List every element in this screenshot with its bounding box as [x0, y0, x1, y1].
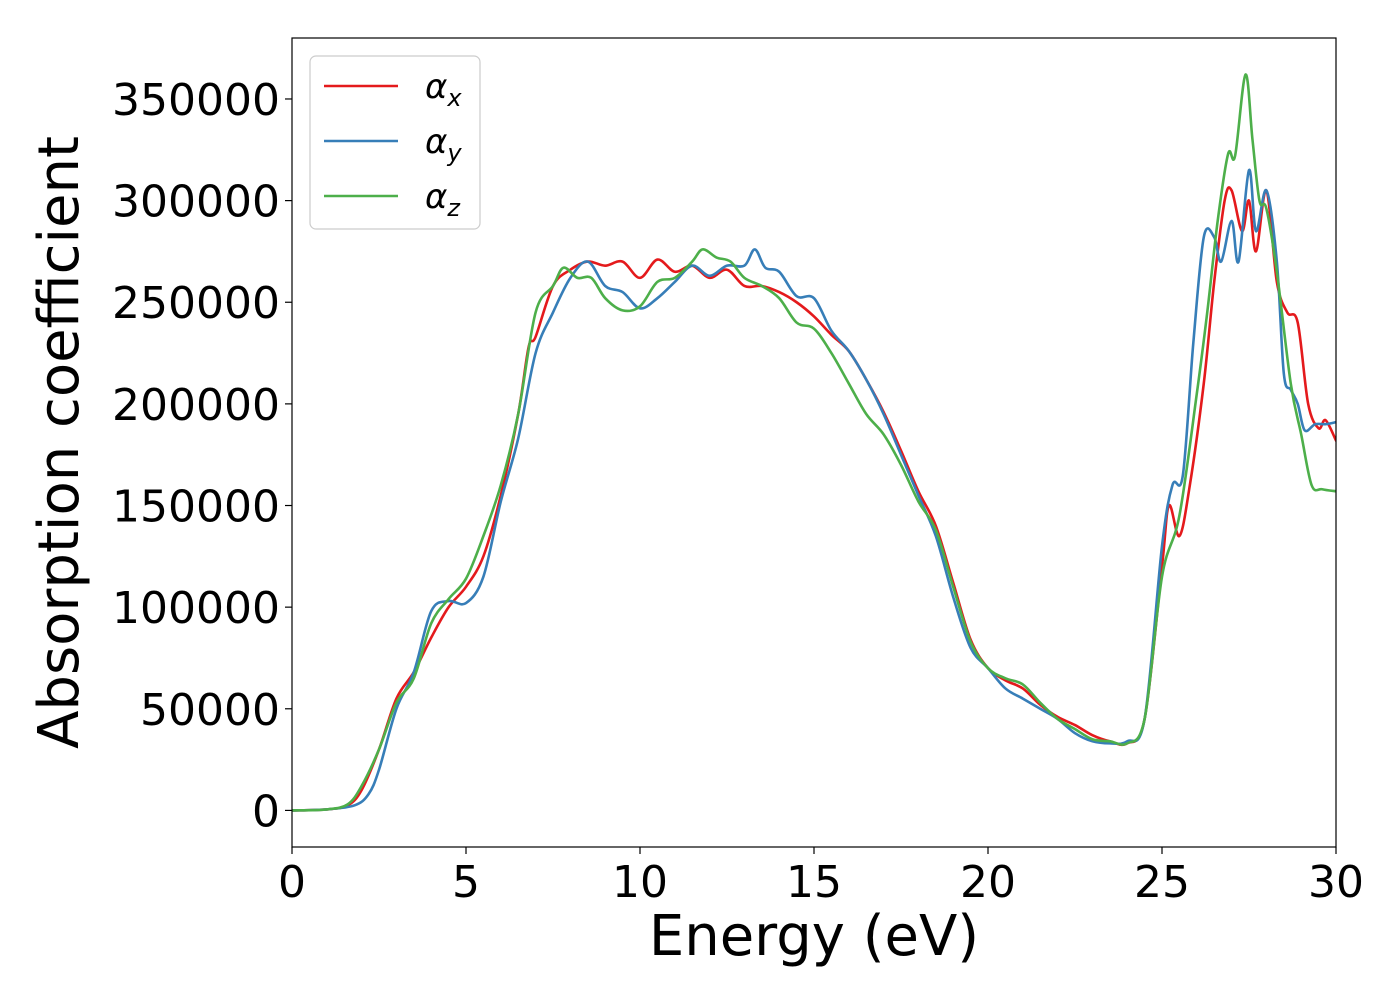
x-tick-label: 30	[1308, 857, 1364, 908]
y-tick-label: 50000	[140, 685, 280, 736]
x-axis-ticks: 0 5 10 15 20 25 30	[278, 847, 1364, 908]
y-tick-label: 250000	[112, 278, 280, 329]
y-tick-label: 100000	[112, 583, 280, 634]
y-axis-ticks: 0 50000 100000 150000 200000 250000 300000 3500…	[112, 75, 292, 837]
x-tick-label: 15	[786, 857, 842, 908]
series-line-alpha-z	[292, 73, 1336, 812]
x-tick-label: 0	[278, 857, 306, 908]
y-tick-label: 350000	[112, 75, 280, 126]
y-tick-label: 150000	[112, 482, 280, 533]
plot-area	[292, 73, 1336, 812]
x-tick-label: 10	[612, 857, 668, 908]
y-tick-label: 300000	[112, 177, 280, 228]
legend-box	[309, 55, 481, 230]
series-line-alpha-y	[292, 168, 1336, 812]
series-line-alpha-x	[292, 186, 1336, 812]
y-axis-title: Absorption coefficient	[27, 136, 92, 749]
legend-label-alpha-y: αy	[425, 122, 462, 167]
x-tick-label: 25	[1134, 857, 1190, 908]
x-tick-label: 5	[452, 857, 480, 908]
legend: αx αy αz	[309, 55, 481, 230]
x-axis-title: Energy (eV)	[649, 904, 979, 969]
x-tick-label: 20	[960, 857, 1016, 908]
legend-label-alpha-z: αz	[425, 177, 461, 222]
legend-label-alpha-x: αx	[425, 67, 462, 112]
y-tick-label: 200000	[112, 380, 280, 431]
y-tick-label: 0	[252, 786, 280, 837]
